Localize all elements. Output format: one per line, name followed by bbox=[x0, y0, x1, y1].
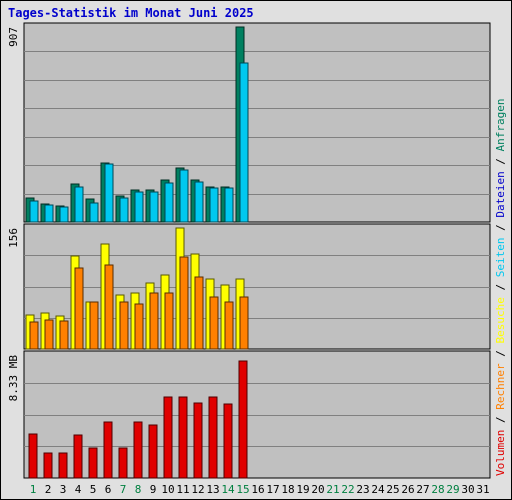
x-tick-label-day-27: 27 bbox=[416, 483, 429, 496]
y-axis-max-label: 907 bbox=[7, 27, 20, 47]
x-tick-label-day-4: 4 bbox=[75, 483, 82, 496]
bar-dateien-day-4 bbox=[74, 186, 84, 223]
bar-rechner-day-8 bbox=[134, 303, 144, 350]
x-tick-label-day-31: 31 bbox=[476, 483, 489, 496]
bar-rechner-day-15 bbox=[239, 296, 249, 350]
legend-item-volumen: Volumen bbox=[494, 430, 507, 476]
bar-rechner-day-5 bbox=[89, 301, 99, 350]
legend-separator: / bbox=[494, 151, 507, 171]
bar-volumen-day-11 bbox=[178, 396, 188, 479]
bar-volumen-day-6 bbox=[103, 421, 113, 479]
legend-separator: / bbox=[494, 277, 507, 297]
bar-volumen-day-2 bbox=[43, 452, 53, 479]
x-tick-label-day-2: 2 bbox=[45, 483, 52, 496]
legend-separator: / bbox=[494, 344, 507, 364]
x-tick-label-day-25: 25 bbox=[386, 483, 399, 496]
chart-panel-2: 156 bbox=[7, 223, 491, 350]
chart-panel-3: 8.33 MB bbox=[7, 350, 491, 479]
x-tick-label-day-3: 3 bbox=[60, 483, 67, 496]
x-tick-label-day-21: 21 bbox=[326, 483, 339, 496]
legend-item-anfragen: Anfragen bbox=[494, 98, 507, 151]
bar-dateien-day-9 bbox=[149, 191, 159, 223]
bar-volumen-day-9 bbox=[148, 424, 158, 479]
bar-volumen-day-8 bbox=[133, 421, 143, 479]
legend-item-dateien: Dateien bbox=[494, 171, 507, 217]
bar-rechner-day-11 bbox=[179, 256, 189, 350]
bar-rechner-day-6 bbox=[104, 264, 114, 350]
y-axis-max-label: 8.33 MB bbox=[7, 355, 20, 402]
x-tick-label-day-18: 18 bbox=[281, 483, 294, 496]
x-tick-label-day-7: 7 bbox=[120, 483, 127, 496]
x-tick-label-day-8: 8 bbox=[135, 483, 142, 496]
legend-separator: / bbox=[494, 410, 507, 430]
bar-volumen-day-10 bbox=[163, 396, 173, 479]
bar-rechner-day-12 bbox=[194, 276, 204, 350]
y-axis-max-label: 156 bbox=[7, 228, 20, 248]
bar-rechner-day-2 bbox=[44, 319, 54, 350]
bar-rechner-day-10 bbox=[164, 292, 174, 350]
x-tick-label-day-14: 14 bbox=[221, 483, 235, 496]
x-tick-label-day-11: 11 bbox=[176, 483, 189, 496]
x-tick-label-day-30: 30 bbox=[461, 483, 474, 496]
bar-dateien-day-8 bbox=[134, 191, 144, 223]
bar-volumen-day-12 bbox=[193, 402, 203, 479]
x-tick-label-day-28: 28 bbox=[431, 483, 444, 496]
bar-volumen-day-4 bbox=[73, 434, 83, 479]
x-tick-label-day-15: 15 bbox=[236, 483, 249, 496]
bar-rechner-day-4 bbox=[74, 267, 84, 350]
x-tick-label-day-12: 12 bbox=[191, 483, 204, 496]
x-tick-label-day-17: 17 bbox=[266, 483, 279, 496]
x-tick-label-day-6: 6 bbox=[105, 483, 112, 496]
chart-title: Tages-Statistik im Monat Juni 2025 bbox=[8, 6, 254, 20]
bar-volumen-day-1 bbox=[28, 433, 38, 479]
bar-rechner-day-14 bbox=[224, 301, 234, 350]
plot-area-1 bbox=[23, 22, 491, 223]
bar-volumen-day-15 bbox=[238, 360, 248, 479]
x-tick-label-day-13: 13 bbox=[206, 483, 219, 496]
bar-rechner-day-1 bbox=[29, 321, 39, 350]
x-tick-label-day-10: 10 bbox=[161, 483, 174, 496]
bar-volumen-day-3 bbox=[58, 452, 68, 479]
bar-dateien-day-2 bbox=[44, 204, 54, 223]
bar-dateien-day-11 bbox=[179, 169, 189, 223]
x-tick-label-day-9: 9 bbox=[150, 483, 157, 496]
bar-dateien-day-10 bbox=[164, 182, 174, 223]
chart-panel-1: 907 bbox=[7, 22, 491, 223]
bar-dateien-day-7 bbox=[119, 197, 129, 223]
bar-volumen-day-13 bbox=[208, 396, 218, 479]
bar-volumen-day-14 bbox=[223, 403, 233, 479]
legend-item-rechner: Rechner bbox=[494, 363, 507, 410]
bar-rechner-day-7 bbox=[119, 301, 129, 350]
bar-dateien-day-13 bbox=[209, 187, 219, 223]
legend-item-seiten: Seiten bbox=[494, 238, 507, 278]
bar-dateien-day-3 bbox=[59, 206, 69, 223]
bar-volumen-day-5 bbox=[88, 447, 98, 479]
legend: Volumen / Rechner / Besuche / Seiten / D… bbox=[494, 98, 507, 476]
legend-separator: / bbox=[494, 218, 507, 238]
x-tick-label-day-16: 16 bbox=[251, 483, 264, 496]
x-tick-label-day-5: 5 bbox=[90, 483, 97, 496]
bar-rechner-day-9 bbox=[149, 292, 159, 350]
x-tick-label-day-1: 1 bbox=[30, 483, 37, 496]
x-tick-label-day-26: 26 bbox=[401, 483, 414, 496]
bar-rechner-day-3 bbox=[59, 320, 69, 350]
bar-rechner-day-13 bbox=[209, 296, 219, 350]
bar-dateien-day-12 bbox=[194, 181, 204, 223]
x-tick-label-day-24: 24 bbox=[371, 483, 385, 496]
bar-dateien-day-1 bbox=[29, 200, 39, 223]
bar-dateien-day-6 bbox=[104, 163, 114, 223]
x-tick-label-day-23: 23 bbox=[356, 483, 369, 496]
bar-dateien-day-5 bbox=[89, 202, 99, 223]
x-tick-label-day-29: 29 bbox=[446, 483, 459, 496]
x-tick-label-day-20: 20 bbox=[311, 483, 324, 496]
legend-item-besuche: Besuche bbox=[494, 297, 507, 343]
bar-dateien-day-14 bbox=[224, 187, 234, 223]
plot-area-3 bbox=[23, 350, 491, 479]
x-tick-label-day-19: 19 bbox=[296, 483, 309, 496]
bar-dateien-day-15 bbox=[239, 62, 249, 223]
x-tick-label-day-22: 22 bbox=[341, 483, 354, 496]
bar-volumen-day-7 bbox=[118, 447, 128, 479]
